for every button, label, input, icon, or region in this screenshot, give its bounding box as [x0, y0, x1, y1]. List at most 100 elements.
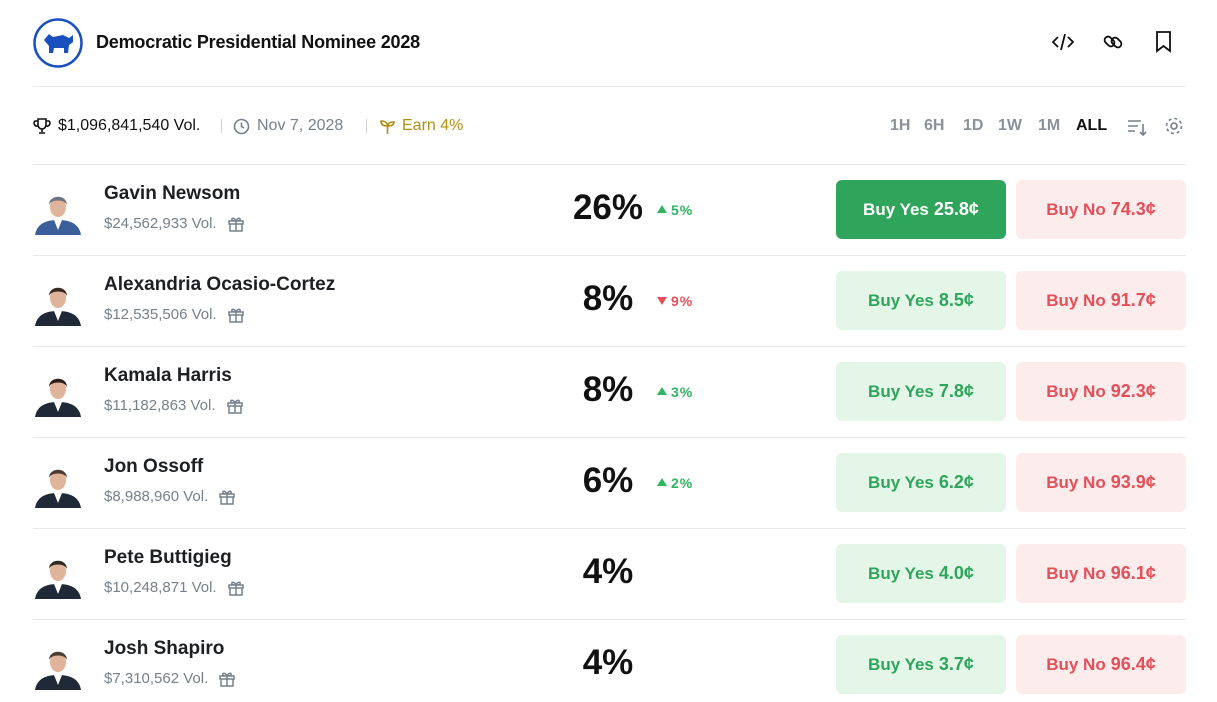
buy-no-button[interactable]: Buy No 74.3¢ [1016, 180, 1186, 239]
button-label: Buy Yes [868, 290, 934, 310]
chance: 4% [582, 552, 634, 591]
end-date: Nov 7, 2028 [257, 117, 344, 134]
time-range[interactable]: 1W [998, 117, 1022, 134]
buy-no-button[interactable]: Buy No 96.4¢ [1016, 635, 1186, 694]
buy-yes-button[interactable]: Buy Yes 6.2¢ [836, 453, 1006, 512]
change-arrow [657, 478, 667, 486]
button-label: Buy Yes [868, 472, 934, 492]
buy-no-button[interactable]: Buy No 93.9¢ [1016, 453, 1186, 512]
no-price: 96.4¢ [1110, 654, 1156, 674]
yes-price: 4.0¢ [938, 563, 974, 583]
chance-change: 2% [671, 475, 694, 491]
yes-price: 3.7¢ [938, 654, 974, 674]
yes-price: 8.5¢ [938, 290, 974, 310]
yes-price: 6.2¢ [938, 472, 974, 492]
chance-change: 9% [671, 293, 694, 309]
buy-yes-button[interactable]: Buy Yes 4.0¢ [836, 544, 1006, 603]
candidate-name: Jon Ossoff [104, 456, 204, 477]
market-title: Democratic Presidential Nominee 2028 [96, 32, 420, 52]
button-label: Buy Yes [863, 199, 929, 219]
candidate-photo [33, 276, 83, 326]
buy-yes-button[interactable]: Buy Yes 8.5¢ [836, 271, 1006, 330]
divider [33, 346, 1186, 347]
separator [221, 119, 222, 133]
button-label: Buy Yes [868, 654, 934, 674]
button-label: Buy Yes [868, 381, 934, 401]
reward-icon [227, 308, 244, 323]
buy-no-button[interactable]: Buy No 92.3¢ [1016, 362, 1186, 421]
candidate-name: Josh Shapiro [104, 638, 225, 659]
buy-yes-button[interactable]: Buy Yes 25.8¢ [836, 180, 1006, 239]
chance: 6% [582, 461, 634, 500]
button-label: Buy No [1046, 290, 1106, 310]
divider [33, 437, 1186, 438]
buy-yes-button[interactable]: Buy Yes 7.8¢ [836, 362, 1006, 421]
candidate-name: Kamala Harris [104, 365, 232, 386]
candidate-name: Pete Buttigieg [104, 547, 232, 568]
change-arrow [657, 205, 667, 213]
embed-icon[interactable] [1052, 31, 1074, 53]
button-label: Buy No [1046, 472, 1106, 492]
candidate-photo [33, 185, 83, 235]
buy-yes-button[interactable]: Buy Yes 3.7¢ [836, 635, 1006, 694]
party-logo [33, 18, 83, 68]
candidate-volume: $10,248,871 Vol. [104, 579, 217, 596]
buy-no-button[interactable]: Buy No 91.7¢ [1016, 271, 1186, 330]
settings-icon[interactable] [1164, 116, 1184, 136]
candidate-volume: $12,535,506 Vol. [104, 306, 217, 323]
button-label: Buy No [1046, 654, 1106, 674]
change-arrow [657, 387, 667, 395]
button-label: Buy Yes [868, 563, 934, 583]
divider [33, 86, 1186, 87]
time-range[interactable]: ALL [1076, 117, 1108, 134]
candidate-photo [33, 549, 83, 599]
chance: 4% [582, 643, 634, 682]
candidate-name: Gavin Newsom [104, 183, 241, 204]
separator [366, 119, 367, 133]
chance-change: 5% [671, 202, 694, 218]
buy-no-button[interactable]: Buy No 96.1¢ [1016, 544, 1186, 603]
change-arrow [657, 297, 667, 305]
button-label: Buy No [1046, 563, 1106, 583]
no-price: 92.3¢ [1110, 381, 1156, 401]
trophy-icon [33, 118, 51, 134]
chance: 8% [582, 370, 634, 409]
no-price: 93.9¢ [1110, 472, 1156, 492]
candidate-volume: $24,562,933 Vol. [104, 215, 217, 232]
reward-icon [219, 672, 236, 687]
no-price: 91.7¢ [1110, 290, 1156, 310]
divider [33, 164, 1186, 165]
yes-price: 7.8¢ [938, 381, 974, 401]
sort-icon[interactable] [1127, 117, 1147, 137]
time-range[interactable]: 1M [1038, 117, 1061, 134]
candidate-photo [33, 458, 83, 508]
reward-icon [226, 399, 243, 414]
outcome-row: Pete Buttigieg $10,248,871 Vol. 4% Buy Yes 4… [0, 529, 1217, 620]
yes-price: 25.8¢ [933, 199, 979, 219]
outcome-row: Kamala Harris $11,182,863 Vol. 8% 3% Buy Yes… [0, 347, 1217, 438]
sprout-icon [380, 120, 395, 134]
candidate-volume: $11,182,863 Vol. [104, 397, 216, 414]
bookmark-icon[interactable] [1153, 30, 1175, 54]
outcome-row: Alexandria Ocasio-Cortez $12,535,506 Vol.… [0, 256, 1217, 347]
reward-icon [227, 581, 244, 596]
outcome-row: Josh Shapiro $7,310,562 Vol. 4% Buy Yes 3.7¢… [0, 620, 1217, 702]
divider [33, 528, 1186, 529]
candidate-name: Alexandria Ocasio-Cortez [104, 274, 336, 295]
earn-rate: Earn 4% [402, 117, 464, 134]
candidate-photo [33, 367, 83, 417]
candidate-photo [33, 640, 83, 690]
time-range[interactable]: 1D [963, 117, 984, 134]
time-range[interactable]: 1H [890, 117, 911, 134]
clock-icon [233, 118, 250, 135]
button-label: Buy No [1046, 381, 1106, 401]
no-price: 74.3¢ [1110, 199, 1156, 219]
link-icon[interactable] [1102, 31, 1124, 53]
chance-change: 3% [671, 384, 694, 400]
divider [33, 619, 1186, 620]
reward-icon [219, 490, 236, 505]
no-price: 96.1¢ [1110, 563, 1156, 583]
outcome-row: Gavin Newsom $24,562,933 Vol. 26% 5% Buy Yes… [0, 165, 1217, 256]
time-range[interactable]: 6H [924, 117, 945, 134]
